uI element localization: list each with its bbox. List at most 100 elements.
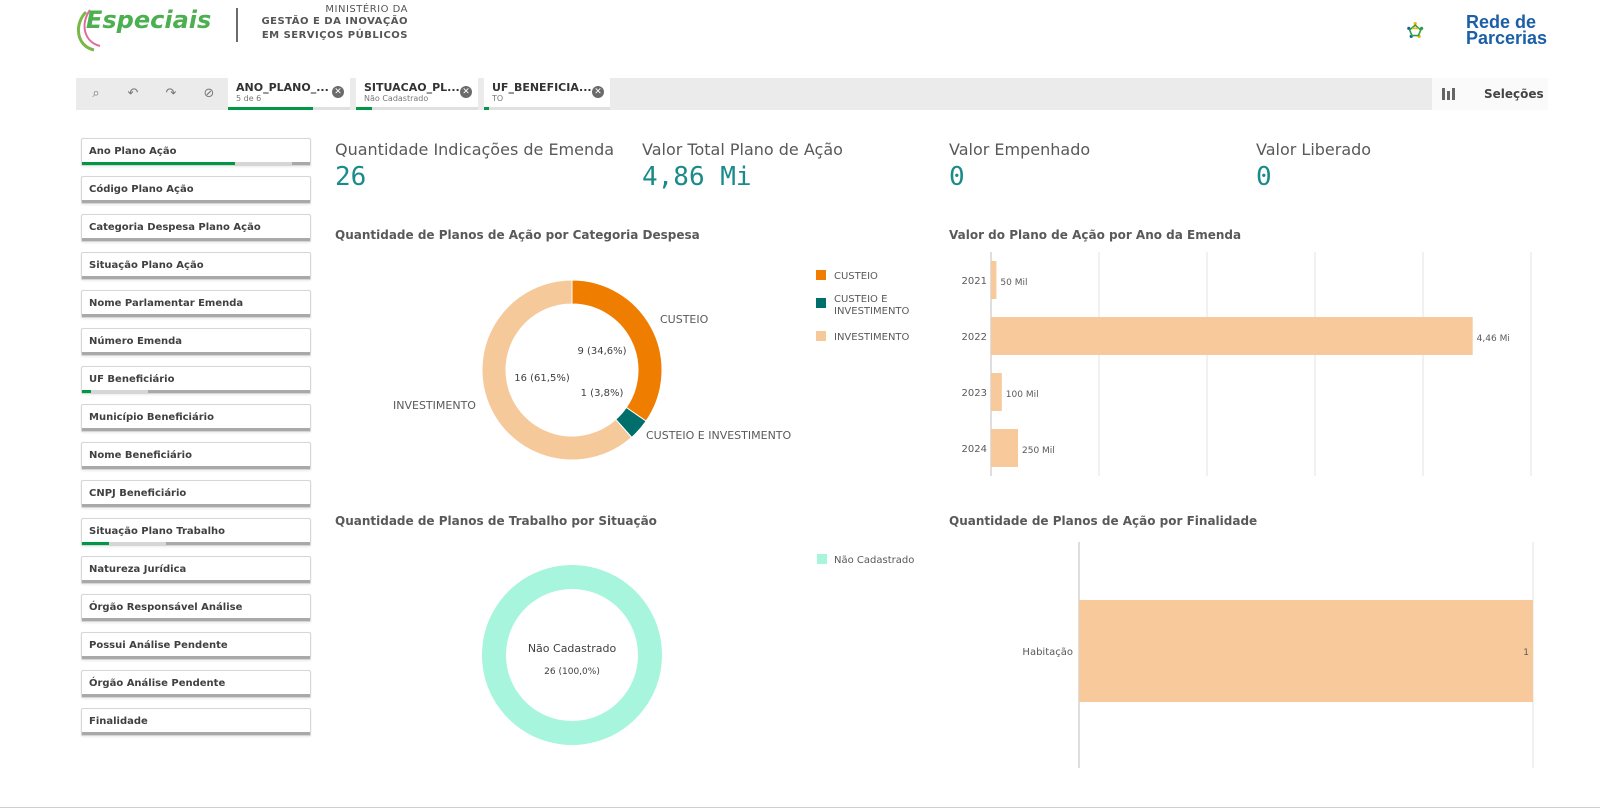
filter-pane-1[interactable]: Código Plano Ação [81,176,311,204]
filter-label: Situação Plano Trabalho [89,526,226,537]
donut-center-value: 26 (100,0%) [544,667,600,677]
filter-label: Ano Plano Ação [89,146,177,157]
bar-Habitação[interactable] [1079,600,1533,702]
close-icon[interactable]: ✕ [332,86,344,98]
selection-chip-ano-plano[interactable]: ANO_PLANO_... 5 de 6 ✕ [228,78,350,110]
kpi-value-indicacoes: 26 [335,162,367,192]
step-back-icon[interactable]: ↶ [127,86,139,101]
bar-2022[interactable] [991,317,1473,355]
filter-pane-9[interactable]: CNPJ Beneficiário [81,480,311,508]
kpi-value-valor-liberado: 0 [1256,162,1272,192]
chip-subtitle: TO [492,94,504,103]
filter-label: Código Plano Ação [89,184,194,195]
bar-2023[interactable] [991,373,1002,411]
filter-label: Nome Parlamentar Emenda [89,298,244,309]
filter-selection-bar [82,618,310,621]
y-tick-label: 2022 [962,332,987,343]
filter-selection-bar [82,732,310,735]
filter-selection-bar [82,466,310,469]
filter-selection-bar [82,428,310,431]
filter-possible-fill [109,542,167,545]
chart-title-finalidade: Quantidade de Planos de Ação por Finalid… [949,514,1258,528]
filter-selection-bar [82,694,310,697]
bar-data-label: 50 Mil [1000,278,1027,288]
filter-selection-bar [82,276,310,279]
bar-2024[interactable] [991,429,1018,467]
bar-data-label: 100 Mil [1006,390,1039,400]
filter-selection-bar [82,200,310,203]
step-forward-icon[interactable]: ↷ [165,86,177,101]
ministry-line-1: MINISTÉRIO DA [325,4,408,15]
filter-pane-3[interactable]: Situação Plano Ação [81,252,311,280]
filter-pane-11[interactable]: Natureza Jurídica [81,556,311,584]
y-tick-label: 2021 [962,276,987,287]
filter-pane-2[interactable]: Categoria Despesa Plano Ação [81,214,311,242]
filter-pane-10[interactable]: Situação Plano Trabalho [81,518,311,546]
kpi-label-valor-empenhado: Valor Empenhado [949,140,1091,159]
close-icon[interactable]: ✕ [460,86,472,98]
filter-label: Finalidade [89,716,148,727]
filter-selected-fill [82,542,110,545]
filter-pane-7[interactable]: Município Beneficiário [81,404,311,432]
slice-category-label: INVESTIMENTO [393,399,476,412]
close-icon[interactable]: ✕ [592,86,604,98]
smart-search-icon[interactable]: ⌕ [92,86,100,101]
legend-label: CUSTEIO E [834,294,887,305]
filter-pane-8[interactable]: Nome Beneficiário [81,442,311,470]
filter-label: Município Beneficiário [89,412,214,423]
filter-selection-bar [82,580,310,583]
legend-label: INVESTIMENTO [834,306,910,317]
filter-selection-bar [82,314,310,317]
filter-pane-13[interactable]: Possui Análise Pendente [81,632,311,660]
filter-pane-6[interactable]: UF Beneficiário [81,366,311,394]
filter-label: Nome Beneficiário [89,450,192,461]
legend-label: INVESTIMENTO [834,332,910,343]
rede-parcerias-logo-icon [1407,22,1424,38]
chip-selection-bar [356,107,372,110]
filter-selected-fill [82,390,92,393]
filter-selection-bar [82,352,310,355]
filter-pane-0[interactable]: Ano Plano Ação [81,138,311,166]
chart-title-situacao: Quantidade de Planos de Trabalho por Sit… [335,514,657,528]
slice-data-label: 1 (3,8%) [581,388,624,399]
y-tick-label: 2023 [962,388,987,399]
donut-chart-situacao[interactable]: Não Cadastrado 26 (100,0%) Não Cadastrado [330,536,930,758]
bar-chart-finalidade[interactable]: Habitação 1 [949,542,1549,772]
bar-data-label: 250 Mil [1022,446,1055,456]
ministry-logo-text: MINISTÉRIO DA GESTÃO E DA INOVAÇÃO EM SE… [258,4,408,43]
bar-2021[interactable] [991,261,997,299]
filter-label: Categoria Despesa Plano Ação [89,222,261,233]
page-bottom-divider [0,807,1600,808]
selections-button[interactable]: Seleções [1432,78,1548,110]
kpi-label-indicacoes: Quantidade Indicações de Emenda [335,140,615,159]
donut-slice-nao-cadastrado[interactable] [481,565,662,745]
filter-pane-15[interactable]: Finalidade [81,708,311,736]
filter-selection-bar [82,238,310,241]
selection-chip-uf-beneficiario[interactable]: UF_BENEFICIA... TO ✕ [484,78,610,110]
filter-pane-12[interactable]: Órgão Responsável Análise [81,594,311,622]
donut-chart-categoria-despesa[interactable]: 9 (34,6%) 1 (3,8%) 16 (61,5%) CUSTEIO CUSTEI… [330,250,930,480]
bar-data-label: 1 [1523,648,1529,658]
slice-data-label: 16 (61,5%) [514,373,570,384]
legend-swatch [816,331,826,341]
rede-parcerias-text: Rede de Parcerias [1466,13,1547,47]
donut-slice-investimento[interactable] [481,279,633,461]
filter-selection-bar [82,656,310,659]
chip-subtitle: 5 de 6 [236,94,262,103]
filter-possible-fill [234,162,292,165]
kpi-value-valor-total: 4,86 Mi [642,162,752,192]
donut-center-label: Não Cadastrado [528,642,617,655]
filter-pane-14[interactable]: Órgão Análise Pendente [81,670,311,698]
logo-divider [236,8,238,42]
kpi-value-valor-empenhado: 0 [949,162,965,192]
selection-chip-situacao-plano[interactable]: SITUACAO_PL... Não Cadastrado ✕ [356,78,478,110]
clear-selections-icon[interactable]: ⊘ [203,86,215,101]
legend-label: CUSTEIO [834,271,878,282]
filter-label: Órgão Responsável Análise [89,602,243,613]
selections-label: Seleções [1484,87,1544,101]
filter-pane-4[interactable]: Nome Parlamentar Emenda [81,290,311,318]
ministry-line-2: GESTÃO E DA INOVAÇÃO [261,16,408,27]
filter-pane-5[interactable]: Número Emenda [81,328,311,356]
bar-chart-valor-por-ano[interactable]: 2021 50 Mil 2022 4,46 Mi 2023 100 Mil 2024 250 … [949,252,1549,484]
ministry-line-3: EM SERVIÇOS PÚBLICOS [261,30,408,41]
